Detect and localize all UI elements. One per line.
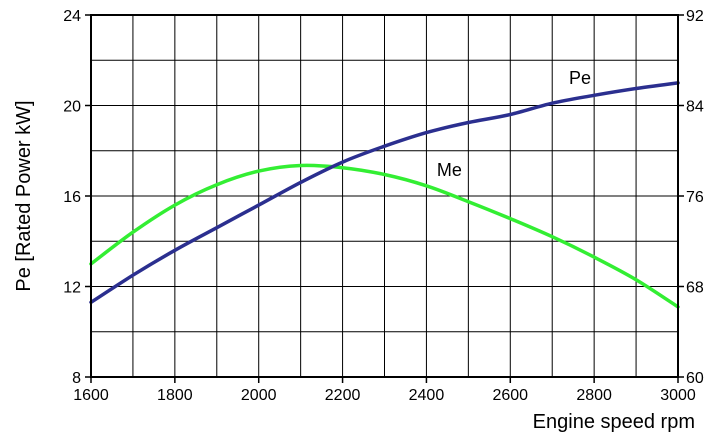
series-label-pe: Pe [569,68,591,88]
y-tick-label: 24 [63,8,81,25]
x-tick-label: 1800 [157,387,193,404]
y2-tick-label: 68 [686,280,704,297]
y2-tick-label: 60 [686,370,704,387]
x-tick-label: 2800 [576,387,612,404]
y-axis-title: Pe [Rated Power kW] [13,100,35,291]
y-tick-label: 20 [63,99,81,116]
grid [91,15,678,377]
x-tick-label: 2200 [325,387,361,404]
series-line-me [89,163,680,309]
x-tick-label: 2600 [492,387,528,404]
y2-tick-label: 76 [686,189,704,206]
x-tick-label: 2000 [241,387,277,404]
x-tick-label: 3000 [660,387,696,404]
series-lines [89,81,680,309]
series-line-pe [89,81,680,305]
y2-tick-label: 84 [686,99,704,116]
x-axis-title: Engine speed rpm [533,411,695,433]
axis-ticks [85,14,684,383]
y-tick-label: 16 [63,189,81,206]
y-tick-label: 12 [63,280,81,297]
x-tick-label: 2400 [409,387,445,404]
y2-tick-label: 92 [686,8,704,25]
x-tick-label: 1600 [73,387,109,404]
tick-labels: 1600 1800 2000 2200 2400 2600 2800 3000 8 12 16 20 2… [63,8,704,404]
series-label-me: Me [437,160,462,180]
y-tick-label: 8 [72,370,81,387]
